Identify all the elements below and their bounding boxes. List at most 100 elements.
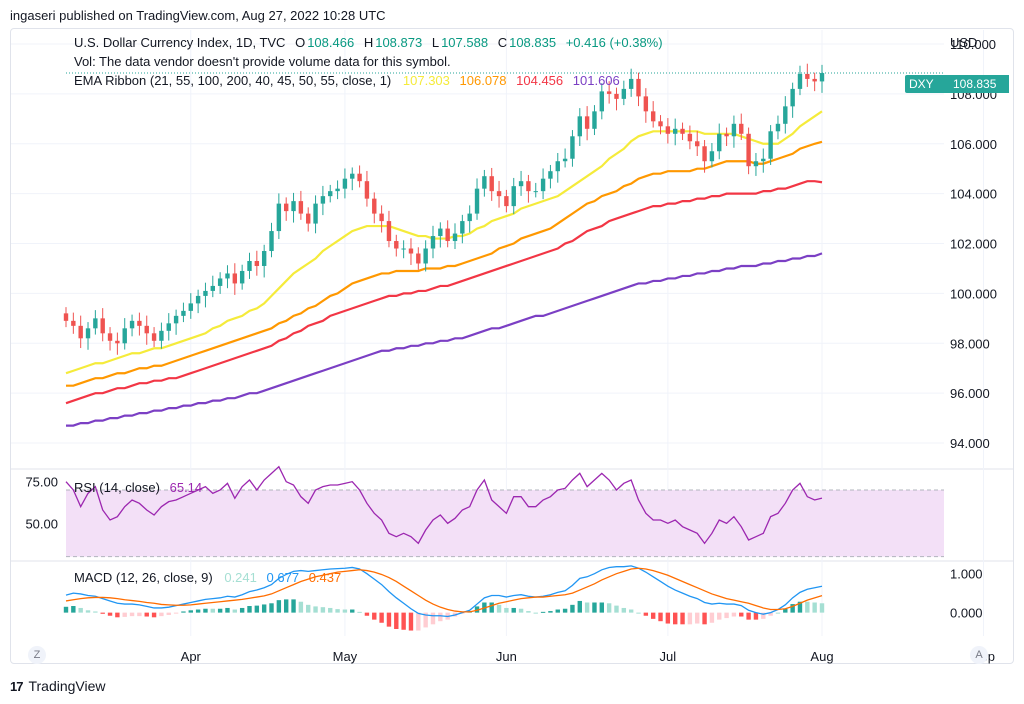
- candle-body: [592, 111, 597, 129]
- macd-histogram-bar: [137, 612, 142, 617]
- candle-body: [489, 176, 494, 192]
- macd-histogram-bar: [504, 607, 509, 613]
- macd-histogram-bar: [592, 602, 597, 613]
- candle-body: [144, 325, 149, 334]
- candle-body: [819, 73, 825, 82]
- macd-histogram-bar: [438, 612, 443, 622]
- macd-histogram-bar: [496, 604, 502, 613]
- candle-body: [78, 325, 83, 339]
- macd-histogram-bar: [555, 609, 560, 613]
- legend-vol: Vol: The data vendor doesn't provide vol…: [74, 54, 451, 69]
- legend-open: 108.466: [307, 35, 355, 50]
- ticker-tag-symbol: DXY: [905, 75, 947, 93]
- macd-histogram-bar: [328, 607, 333, 613]
- macd-histogram-bar: [232, 609, 238, 613]
- candle-body: [291, 201, 296, 212]
- macd-histogram-bar: [724, 612, 729, 619]
- candle-body: [724, 133, 729, 137]
- macd-histogram-bar: [173, 612, 179, 614]
- candle-body: [702, 146, 707, 162]
- macd-histogram-bar: [702, 612, 707, 625]
- macd-histogram-bar: [518, 608, 524, 613]
- macd-histogram-bar: [203, 608, 208, 613]
- candle-body: [100, 318, 105, 334]
- candle-body: [328, 191, 333, 197]
- candle-body: [555, 161, 560, 172]
- candle-body: [665, 126, 671, 134]
- macd-histogram-bar: [350, 609, 355, 613]
- price-tick-label: 96.000: [950, 386, 990, 401]
- candle-body: [107, 333, 113, 341]
- macd-histogram-bar: [342, 609, 348, 613]
- macd-histogram-bar: [687, 612, 693, 625]
- candle-body: [210, 285, 215, 291]
- macd-histogram-bar: [673, 612, 678, 625]
- macd-histogram-bar: [71, 606, 76, 613]
- candle-body: [783, 106, 788, 124]
- candle-body: [438, 228, 443, 237]
- candle-body: [129, 320, 135, 329]
- macd-histogram-bar: [394, 612, 399, 629]
- candle-body: [247, 260, 252, 271]
- candle-body: [386, 221, 392, 242]
- candle-body: [313, 203, 318, 224]
- x-tick-label: Apr: [181, 649, 202, 664]
- ema-line-1: [65, 110, 823, 375]
- legend-close: 108.835: [509, 35, 557, 50]
- rsi-value: 65.14: [169, 480, 203, 495]
- macd-histogram-bar: [599, 602, 605, 613]
- legend-main: U.S. Dollar Currency Index, 1D, TVC O 108…: [74, 35, 665, 50]
- macd-histogram-bar: [621, 607, 627, 613]
- log-scale-toggle-z[interactable]: Z: [28, 646, 46, 664]
- legend-ema: EMA Ribbon (21, 55, 100, 200, 40, 45, 50…: [74, 73, 622, 88]
- candle-body: [570, 136, 575, 159]
- macd-histogram-bar: [276, 600, 282, 613]
- candle-body: [687, 133, 693, 142]
- candle-body: [467, 213, 472, 222]
- macd-histogram-bar: [628, 609, 634, 613]
- candle-body: [71, 320, 76, 326]
- x-tick-label: Jul: [660, 649, 677, 664]
- price-tick-label: 106.000: [950, 137, 997, 152]
- tradingview-logo[interactable]: 17 TradingView: [10, 678, 106, 694]
- candle-body: [768, 131, 773, 159]
- candle-body: [709, 151, 715, 162]
- macd-histogram-bar: [423, 612, 428, 628]
- candle-body: [805, 73, 810, 79]
- macd-histogram-bar: [122, 612, 127, 617]
- macd-histogram-bar: [144, 612, 149, 617]
- ema-value-55: 106.078: [459, 73, 507, 88]
- chart-frame: [10, 28, 1014, 664]
- macd-histogram-bar: [797, 601, 803, 613]
- macd-histogram-bar: [746, 612, 751, 620]
- candle-body: [673, 128, 678, 134]
- currency-label: USD: [950, 35, 978, 50]
- macd-histogram-bar: [489, 602, 494, 613]
- candle-body: [650, 111, 656, 122]
- macd-histogram-bar: [533, 612, 538, 614]
- macd-histogram-bar: [783, 608, 788, 613]
- macd-histogram-bar: [665, 612, 671, 624]
- candle-body: [239, 270, 245, 284]
- macd-histogram-bar: [115, 612, 120, 618]
- x-tick-label: May: [333, 649, 358, 664]
- macd-histogram-bar: [819, 603, 825, 613]
- candle-body: [137, 320, 142, 326]
- macd-histogram-bar: [584, 602, 590, 613]
- macd-histogram-bar: [401, 612, 406, 630]
- candle-body: [93, 318, 98, 329]
- rsi-label: RSI (14, close): [74, 480, 160, 495]
- candle-body: [261, 251, 267, 266]
- candle-body: [166, 323, 171, 331]
- auto-scale-toggle-a[interactable]: A: [970, 646, 988, 664]
- macd-histogram-bar: [63, 606, 69, 613]
- macd-signal-value: 0.437: [308, 570, 342, 585]
- macd-histogram-bar: [225, 607, 230, 613]
- macd-histogram-bar: [93, 611, 98, 613]
- macd-histogram-bar: [261, 604, 267, 613]
- macd-histogram-bar: [577, 600, 582, 613]
- ticker-tag-price: 108.835: [947, 75, 1009, 93]
- macd-histogram-bar: [269, 603, 274, 613]
- macd-histogram-bar: [247, 606, 252, 613]
